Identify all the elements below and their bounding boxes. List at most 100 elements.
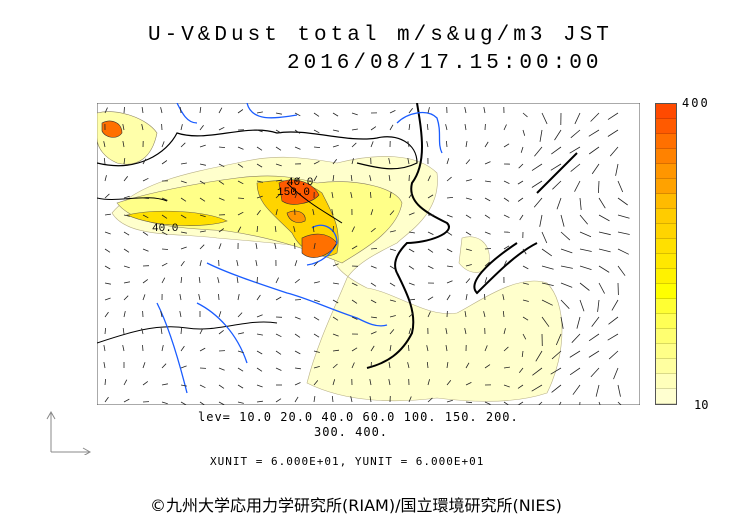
wind-arrow	[407, 362, 410, 369]
wind-arrow	[591, 316, 600, 327]
wind-arrow	[597, 299, 600, 312]
wind-arrow	[427, 265, 434, 269]
wind-arrow	[503, 214, 510, 218]
wind-arrow	[123, 106, 125, 114]
wind-arrow	[560, 316, 564, 329]
wind-arrow	[236, 277, 239, 284]
wind-arrow	[617, 401, 622, 405]
wind-arrow	[370, 126, 377, 131]
wind-arrow	[484, 345, 488, 352]
wind-arrow	[427, 397, 433, 403]
wind-arrow	[369, 396, 372, 403]
colorbar-band	[656, 389, 676, 404]
wind-arrow	[427, 379, 430, 386]
wind-arrow	[199, 197, 206, 202]
wind-arrow	[142, 158, 147, 165]
wind-arrow	[560, 282, 573, 288]
wind-arrow	[218, 401, 225, 405]
wind-arrow	[312, 226, 315, 233]
wind-arrow	[579, 231, 592, 238]
wind-arrow	[503, 124, 507, 131]
colorbar-band	[656, 254, 676, 269]
wind-arrow	[294, 177, 301, 182]
wind-arrow	[389, 192, 392, 199]
wind-arrow	[608, 316, 619, 325]
colorbar-band	[656, 239, 676, 254]
wind-arrow	[161, 231, 168, 236]
wind-arrow	[609, 146, 619, 157]
wind-arrow	[351, 282, 358, 286]
wind-arrow	[427, 311, 431, 318]
wind-arrow	[483, 107, 486, 114]
wind-arrow	[503, 328, 506, 335]
wind-arrow	[427, 107, 430, 114]
wind-arrow	[465, 159, 471, 165]
wind-arrow	[369, 379, 372, 386]
wind-arrow	[427, 231, 434, 235]
wind-arrow	[465, 264, 472, 267]
wind-arrow	[332, 363, 338, 369]
wind-arrow	[237, 401, 244, 404]
wind-arrow	[389, 210, 395, 216]
wind-arrow	[275, 193, 281, 199]
wind-arrow	[274, 243, 277, 250]
wind-arrow	[294, 192, 298, 199]
wind-arrow	[313, 175, 318, 182]
colorbar-band	[656, 344, 676, 359]
wind-arrow	[237, 367, 244, 372]
wind-arrow	[370, 299, 377, 304]
wind-arrow	[237, 180, 244, 185]
wind-arrow	[294, 396, 299, 403]
wind-arrow	[579, 299, 585, 312]
wind-arrow	[218, 243, 222, 250]
wind-arrow	[579, 282, 590, 291]
wind-arrow	[142, 344, 144, 352]
wind-arrow	[484, 401, 491, 405]
dust-map: 40.0 150.0 40.0	[97, 103, 640, 405]
wind-arrow	[446, 140, 448, 148]
wind-arrow	[161, 141, 165, 148]
wind-arrow	[570, 129, 581, 139]
wind-arrow	[520, 146, 524, 153]
colorbar-band	[656, 149, 676, 164]
wind-arrow	[331, 192, 334, 199]
wind-arrow	[332, 316, 339, 321]
wind-arrow	[237, 146, 244, 150]
wind-arrow	[332, 158, 338, 165]
wind-arrow	[313, 316, 320, 321]
wind-arrow	[370, 248, 378, 250]
wind-arrow	[615, 163, 619, 176]
colorbar-band	[656, 194, 676, 209]
wind-arrow	[560, 299, 570, 309]
wind-arrow	[576, 316, 581, 329]
wind-arrow	[521, 350, 524, 358]
wind-arrow	[180, 365, 187, 369]
wind-arrow	[446, 280, 453, 284]
contour-levels: lev= 10.0 20.0 40.0 60.0 100. 150. 200.	[198, 410, 519, 424]
wind-arrow	[275, 163, 282, 167]
wind-arrow	[613, 367, 619, 380]
wind-arrow	[522, 248, 527, 255]
wind-arrow	[275, 129, 282, 134]
wind-arrow	[608, 350, 619, 360]
colorbar-min-label: 10	[694, 398, 709, 412]
wind-arrow	[313, 160, 320, 165]
wind-arrow	[332, 299, 339, 304]
wind-arrow	[408, 248, 415, 253]
wind-arrow	[531, 163, 543, 171]
wind-arrow	[408, 265, 415, 270]
wind-arrow	[294, 333, 301, 338]
wind-arrow	[350, 174, 353, 182]
wind-arrow	[161, 248, 169, 250]
wind-arrow	[180, 260, 185, 267]
wind-arrow	[464, 107, 467, 114]
wind-arrow	[388, 158, 391, 165]
wind-arrow	[598, 231, 611, 236]
wind-arrow	[607, 333, 619, 341]
wind-arrow	[588, 350, 600, 358]
wind-arrow	[517, 197, 524, 202]
wind-arrow	[617, 231, 630, 235]
contour-label: 150.0	[277, 187, 310, 199]
wind-arrow	[142, 197, 150, 199]
wind-arrow	[574, 112, 581, 125]
